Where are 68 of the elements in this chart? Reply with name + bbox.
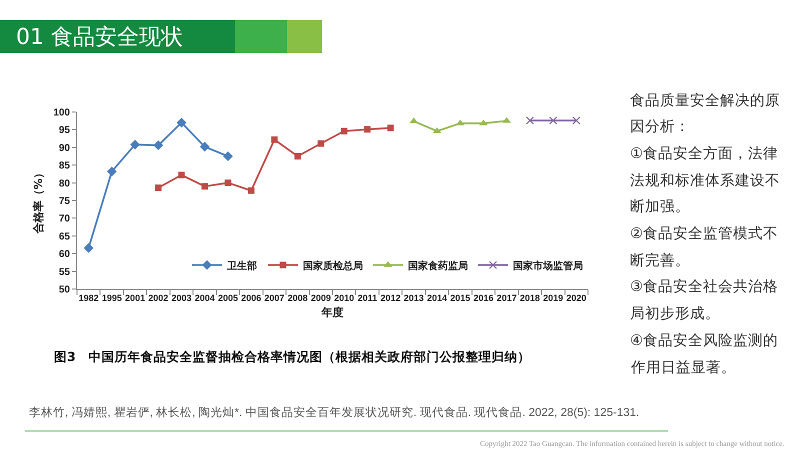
legend-label: 国家市场监管局: [513, 260, 583, 272]
x-tick-label: 2011: [358, 292, 378, 303]
x-tick-label: 2018: [520, 292, 540, 303]
point: [248, 187, 254, 194]
point: [130, 140, 140, 150]
point: [526, 116, 534, 125]
point: [155, 184, 162, 192]
y-tick-label: 50: [58, 284, 70, 296]
y-tick-label: 75: [58, 196, 70, 207]
point: [572, 116, 580, 125]
x-axis-title: 年度: [320, 306, 344, 319]
point: [340, 128, 348, 134]
y-tick-label: 55: [58, 266, 70, 278]
point: [200, 142, 210, 152]
y-tick-label: 65: [58, 231, 70, 242]
x-tick-label: 2005: [218, 292, 238, 303]
point: [153, 140, 164, 150]
x-tick-label: 2006: [241, 292, 262, 303]
caption: 图3 中国历年食品安全监督抽检合格率情况图（根据相关政府部门公报整理归纳）: [54, 349, 531, 364]
legend-label: 国家食药监局: [408, 260, 468, 272]
text: 食品质量安全解决的原因分析：: [630, 92, 780, 135]
chart-title: 01 食品安全现状: [16, 25, 183, 50]
x-tick-label: 2014: [427, 292, 448, 303]
y-tick-label: 85: [58, 160, 70, 172]
x-tick-label: 2010: [334, 292, 354, 303]
text: ④食品安全风险监测的作用日益显著。: [630, 332, 778, 376]
point: [364, 126, 371, 133]
x-tick-label: 2015: [450, 292, 470, 303]
point: [318, 140, 324, 147]
text: ③食品安全社会共治格局初步形成。: [630, 278, 778, 322]
x-tick-label: 2013: [404, 292, 424, 303]
x-tick-label: 2002: [148, 292, 168, 303]
x-tick-label: 2017: [496, 292, 517, 303]
point: [223, 151, 233, 162]
point: [549, 116, 558, 125]
x-tick-label: 2009: [310, 292, 331, 303]
x-tick-label: 2012: [380, 292, 401, 303]
x-tick-label: 2008: [288, 292, 308, 303]
point: [176, 118, 186, 128]
y-tick-label: 60: [58, 249, 70, 260]
legend-label: 卫生部: [226, 260, 257, 272]
y-tick-label: 95: [58, 125, 70, 136]
y-tick-label: 80: [58, 178, 70, 190]
point: [387, 124, 394, 132]
y-tick-label: 90: [58, 142, 70, 154]
point: [294, 153, 301, 160]
x-tick-label: 2016: [473, 292, 494, 303]
point: [178, 172, 185, 178]
x-tick-label: 2001: [125, 292, 146, 303]
point: [224, 180, 232, 186]
y-tick-label: 70: [58, 214, 70, 225]
x-tick-label: 2004: [194, 292, 215, 303]
text: ②食品安全监管模式不断完善。: [630, 225, 778, 269]
point: [202, 183, 208, 190]
point: [106, 166, 117, 176]
point: [84, 243, 94, 253]
x-tick-label: 1995: [102, 292, 122, 303]
x-tick-label: 2020: [566, 292, 586, 303]
x-tick-label: 1982: [78, 292, 99, 303]
x-tick-label: 2007: [264, 292, 284, 303]
legend-label: 国家质检总局: [303, 260, 363, 272]
y-axis-title: 合格率（%）: [32, 167, 45, 235]
y-tick-label: 100: [53, 108, 70, 118]
text: 李林竹, 冯婧熙, 瞿岩俨, 林长松, 陶光灿*. 中国食品安全百年发展状况研究. 现代食品. 现代食品. 2022, 28(5): 125-131.: [29, 405, 640, 419]
x-tick-label: 2019: [543, 292, 564, 303]
text: ①食品安全方面，法律法规和标准体系建设不断加强。: [630, 145, 780, 215]
x-tick-label: 2003: [172, 292, 192, 303]
point: [271, 136, 278, 143]
